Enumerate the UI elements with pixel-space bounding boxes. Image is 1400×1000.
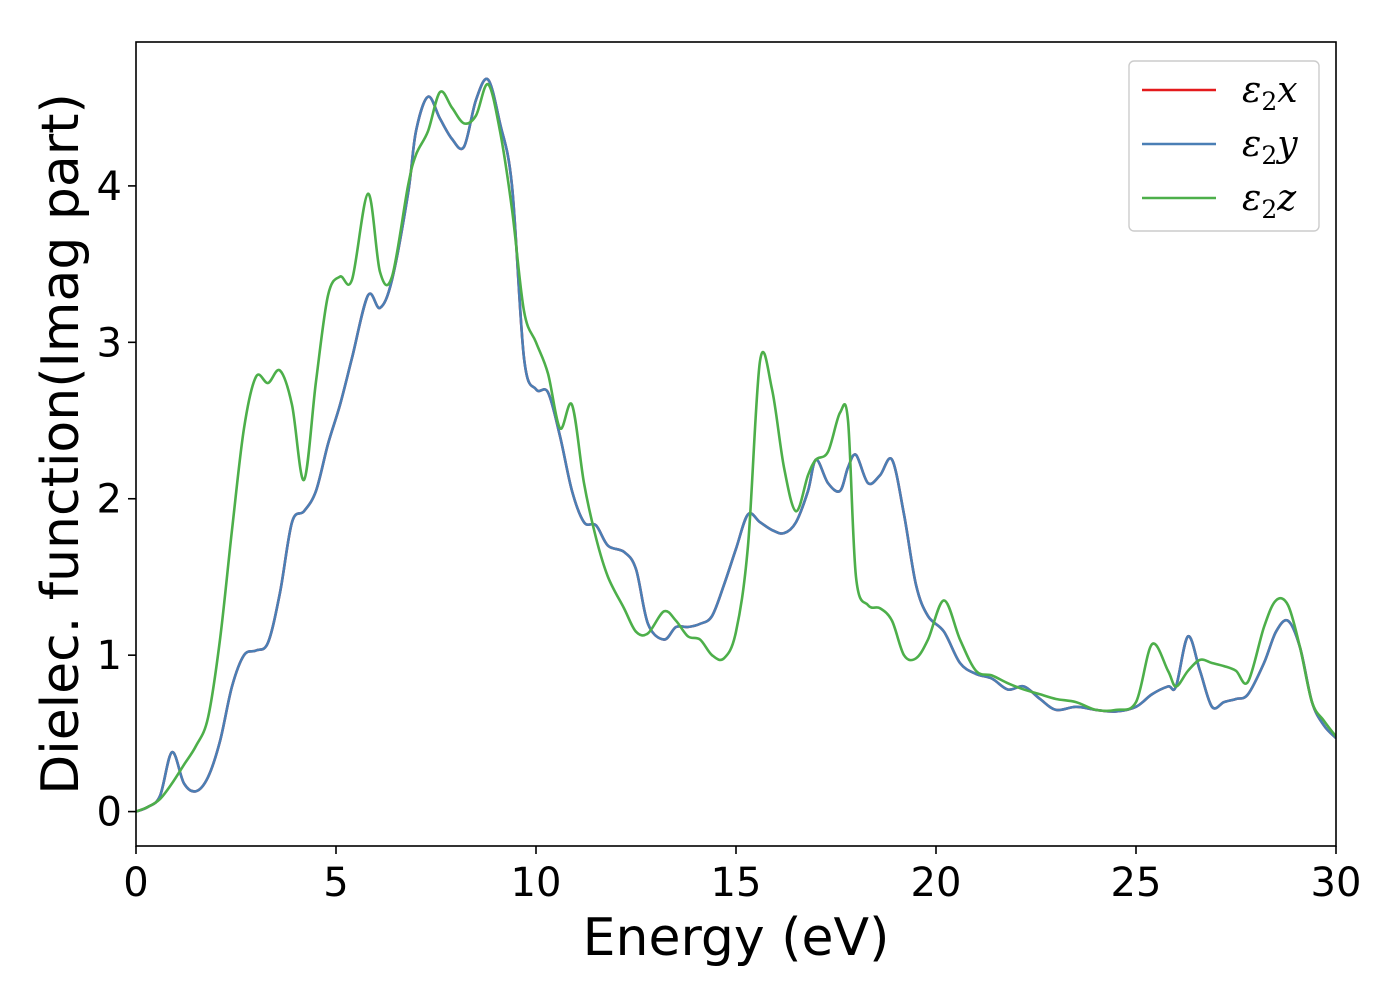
x-tick-label: 15 (711, 860, 762, 906)
x-tick-label: 10 (511, 860, 562, 906)
y-tick-label: 1 (97, 633, 122, 679)
y-axis-ticks: 0 1 2 3 4 (97, 164, 136, 836)
legend-label-y: ε2y (1242, 124, 1298, 170)
legend-box (1128, 60, 1320, 232)
series-lines (136, 77, 1336, 813)
series-line-y (136, 77, 1336, 813)
x-tick-label: 20 (911, 860, 962, 906)
legend: ε2x ε2y ε2z (1128, 60, 1320, 232)
y-axis-label: Dielec. function(Imag part) (31, 93, 91, 795)
x-axis-label: Energy (eV) (583, 908, 890, 968)
y-tick-label: 0 (97, 790, 122, 836)
y-tick-label: 3 (97, 320, 122, 366)
x-axis-ticks: 0 5 10 15 20 25 30 (123, 846, 1361, 906)
legend-label-z: ε2z (1242, 178, 1297, 224)
x-tick-label: 5 (323, 860, 348, 906)
y-tick-label: 2 (97, 477, 122, 523)
y-tick-label: 4 (97, 164, 122, 210)
legend-label-x: ε2x (1242, 70, 1298, 116)
series-line-z (136, 82, 1336, 813)
x-tick-label: 0 (123, 860, 148, 906)
x-tick-label: 25 (1111, 860, 1162, 906)
x-tick-label: 30 (1311, 860, 1362, 906)
